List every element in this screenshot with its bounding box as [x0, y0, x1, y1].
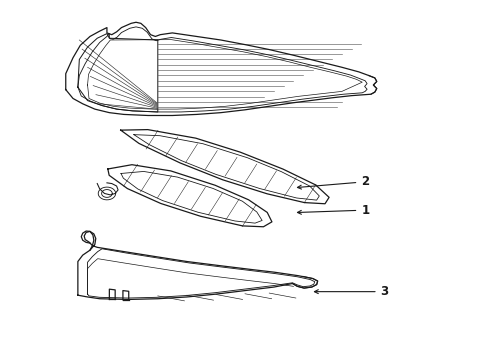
- Text: 2: 2: [297, 175, 369, 189]
- Text: 3: 3: [315, 285, 389, 298]
- Text: 1: 1: [297, 204, 369, 217]
